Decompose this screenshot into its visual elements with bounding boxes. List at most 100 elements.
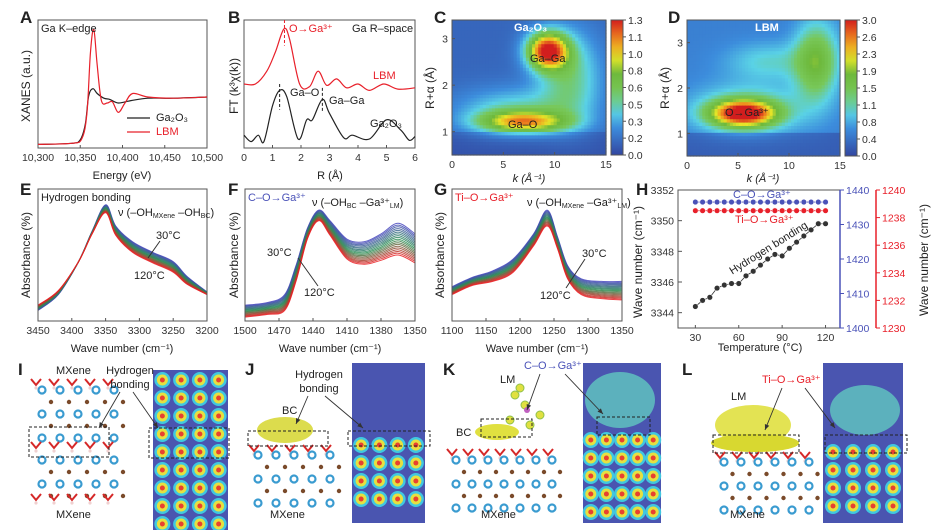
heatmap-cell: [821, 122, 826, 126]
spectrum-curve: [37, 209, 208, 308]
heatmap-cell: [693, 81, 697, 86]
heatmap-cell: [476, 26, 481, 31]
heatmap-cell: [455, 90, 459, 95]
heatmap-cell: [541, 53, 545, 58]
heatmap-cell: [711, 91, 716, 96]
heatmap-cell: [699, 40, 703, 45]
heatmap-cell: [739, 115, 743, 120]
ti-atom: [467, 455, 477, 465]
heatmap-cell: [720, 152, 725, 157]
heatmap-cell: [519, 128, 524, 132]
heatmap-cell: [784, 81, 789, 86]
heatmap-cell: [830, 118, 835, 123]
heatmap-cell: [538, 94, 542, 99]
heatmap-cell: [569, 47, 573, 51]
heatmap-cell: [717, 135, 722, 140]
heatmap-cell: [818, 60, 823, 65]
heatmap-cell: [778, 118, 783, 123]
heatmap-cell: [781, 84, 786, 89]
heatmap-cell: [547, 151, 552, 156]
heatmap-cell: [830, 135, 835, 140]
heatmap-cell: [602, 121, 607, 126]
heatmap-cell: [720, 115, 725, 120]
heatmap-cell: [772, 111, 777, 116]
heatmap-cell: [569, 30, 573, 35]
heatmap-cell: [693, 84, 697, 89]
ti-atom: [483, 455, 493, 465]
heatmap-cell: [720, 125, 725, 130]
heatmap-cell: [824, 67, 829, 72]
heatmap-cell: [732, 33, 737, 38]
heatmap-cell: [599, 60, 604, 65]
heatmap-cell: [784, 139, 789, 143]
heatmap-cell: [708, 91, 713, 96]
heatmap-cell: [772, 47, 777, 52]
heatmap-cell: [587, 40, 592, 45]
heatmap-cell: [717, 54, 722, 58]
heatmap-cell: [702, 43, 706, 48]
heatmap-cell: [510, 63, 515, 68]
heatmap-cell: [833, 94, 838, 99]
heatmap-cell: [833, 108, 838, 113]
heatmap-cell: [745, 132, 749, 137]
heatmap-cell: [547, 144, 552, 149]
heatmap-cell: [711, 115, 716, 120]
heatmap-cell: [818, 50, 823, 55]
heatmap-cell: [464, 70, 468, 75]
arrow-line: [526, 373, 541, 411]
heatmap-cell: [818, 132, 823, 137]
heatmap-cell: [479, 117, 484, 122]
heatmap-cell: [578, 121, 582, 126]
heatmap-cell: [824, 132, 829, 137]
c-atom: [509, 469, 515, 475]
heatmap-cell: [735, 30, 740, 35]
heatmap-cell: [760, 20, 765, 24]
heatmap-cell: [705, 20, 710, 24]
heatmap-cell: [538, 84, 542, 89]
heatmap-cell: [458, 94, 462, 99]
heatmap-cell: [541, 111, 545, 116]
heatmap-cell: [705, 94, 710, 99]
heatmap-cell: [553, 63, 558, 68]
heatmap-cell: [556, 74, 561, 78]
heatmap-cell: [504, 97, 509, 102]
heatmap-cell: [464, 50, 468, 55]
heatmap-cell: [547, 107, 552, 112]
heatmap-cell: [815, 118, 820, 123]
panel-label-b: B: [228, 8, 241, 27]
heatmap-cell: [690, 132, 694, 137]
heatmap-cell: [781, 37, 786, 41]
heatmap-cell: [812, 122, 817, 126]
heatmap-cell: [772, 20, 777, 24]
heatmap-cell: [470, 141, 475, 146]
heatmap-cell: [754, 118, 758, 123]
heatmap-cell: [572, 97, 576, 102]
heatmap-cell: [559, 151, 564, 156]
panel-label-k: K: [443, 360, 456, 379]
heatmap-cell: [495, 67, 499, 72]
heatmap-cell: [541, 84, 545, 89]
data-point: [808, 226, 815, 233]
heatmap-cell: [501, 47, 505, 51]
spectrum-curve: [37, 205, 208, 311]
heatmap-cell: [723, 122, 728, 126]
heatmap-cell: [599, 131, 604, 136]
heatmap-cell: [803, 20, 807, 24]
heatmap-cell: [535, 107, 539, 112]
heatmap-cell: [763, 77, 768, 82]
heatmap-cell: [797, 57, 801, 62]
heatmap-cell: [458, 114, 462, 119]
heatmap-cell: [578, 114, 582, 119]
heatmap-cell: [455, 74, 459, 78]
heatmap-cell: [550, 53, 555, 58]
heatmap-cell: [714, 57, 719, 62]
oh-group: [731, 451, 743, 460]
heatmap-cell: [775, 145, 780, 150]
heatmap-cell: [596, 26, 601, 31]
heatmap-cell: [541, 23, 545, 28]
heatmap-cell: [510, 53, 515, 58]
heatmap-cell: [809, 118, 814, 123]
heatmap-cell: [729, 37, 734, 41]
density-peak: [650, 491, 656, 497]
heatmap-cell: [525, 138, 530, 143]
